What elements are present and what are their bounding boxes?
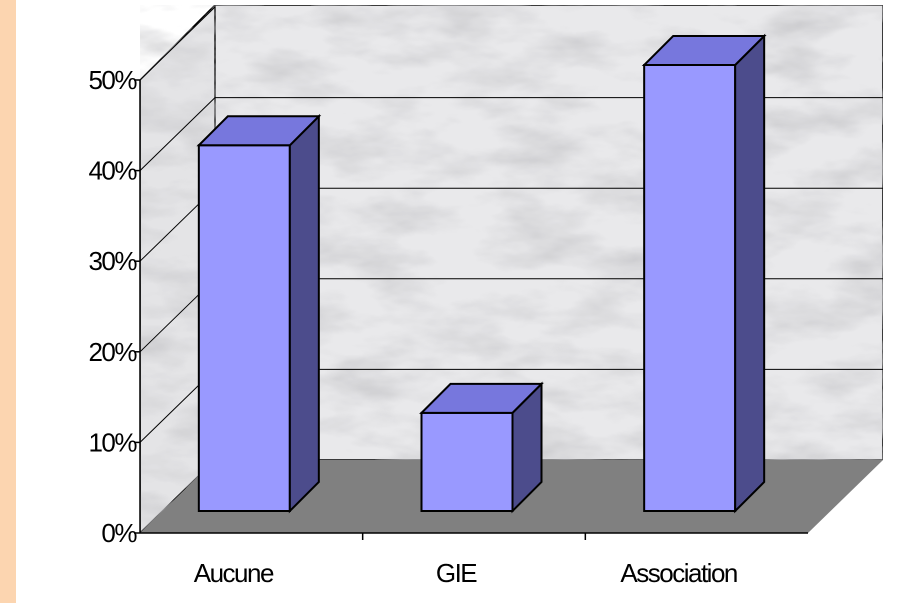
bar-front [197,144,291,512]
y-tick-label: 10% [88,427,137,457]
y-tick-label: 20% [88,337,137,367]
y-tick-label: 0% [101,518,137,548]
bar-front [420,411,514,513]
y-tick-label: 40% [88,156,137,186]
bar-side [288,113,320,514]
y-tick-label: 30% [88,246,137,276]
bar-aucune [196,113,322,514]
bar-association [641,33,767,514]
bar-gie [419,381,544,514]
bar-top [641,35,767,66]
x-tick-label: Aucune [194,558,274,588]
y-tick-label: 50% [88,65,137,95]
bar-top [419,382,544,414]
bar-top [196,115,322,147]
back-wall [214,4,884,461]
x-tick-label: Association [620,558,736,588]
gridline-side [139,97,216,171]
bar-side [734,33,766,514]
bar-front [643,64,737,512]
gridline-side [139,6,216,81]
x-tick-label: GIE [436,558,477,588]
